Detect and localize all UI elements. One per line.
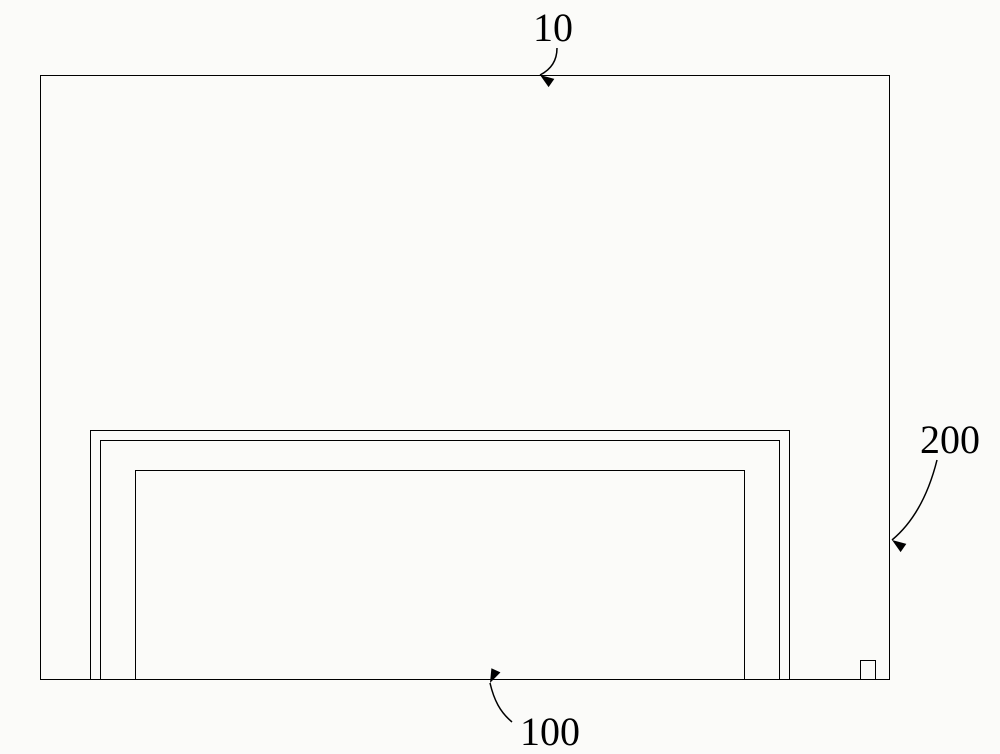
rect-small-notch [860,660,876,680]
callout-label-200: 200 [920,420,980,460]
callout-label-10: 10 [533,8,573,48]
diagram-stage: 10 200 100 [0,0,1000,749]
rect-inner [135,470,745,680]
callout-label-100: 100 [520,712,580,752]
